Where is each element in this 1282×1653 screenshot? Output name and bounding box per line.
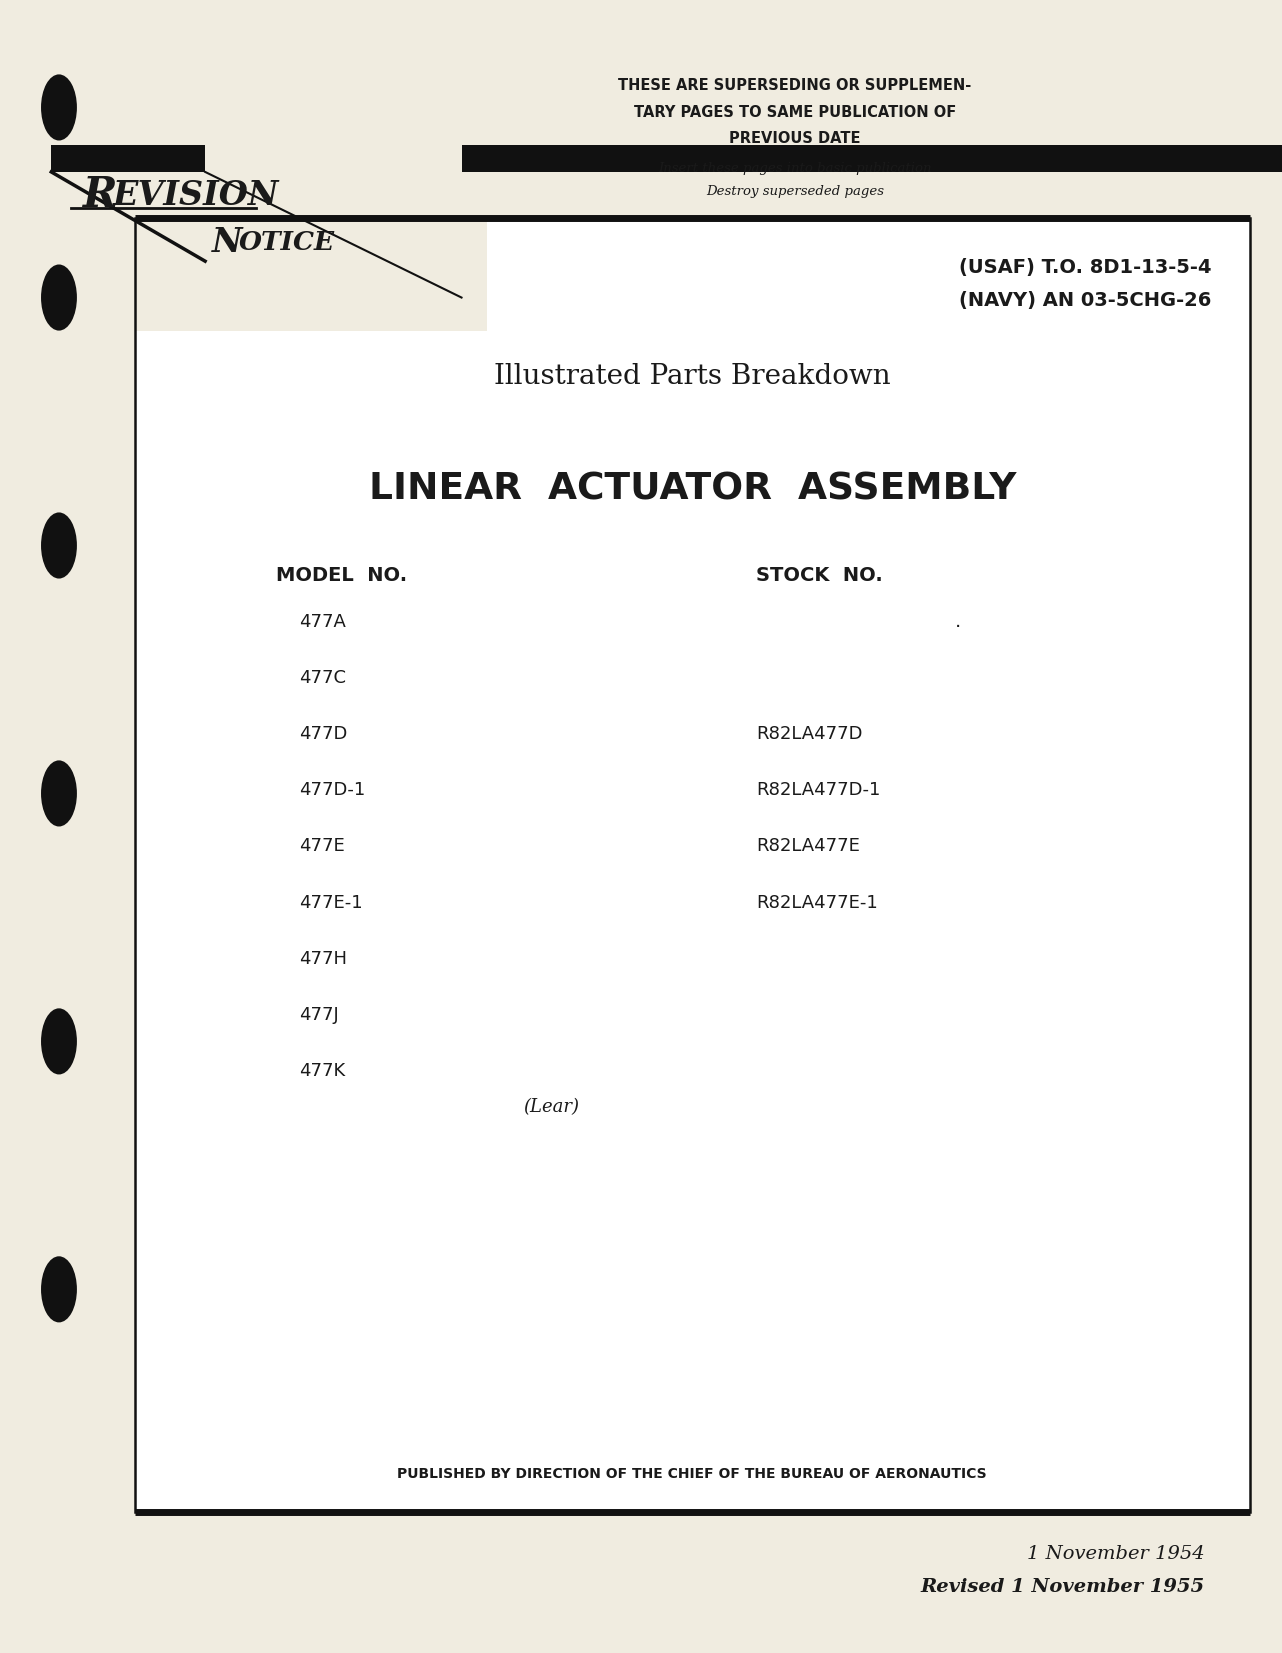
- Text: 477K: 477K: [299, 1063, 345, 1079]
- Bar: [51, 145, 205, 172]
- Text: 477E: 477E: [299, 838, 345, 855]
- Ellipse shape: [41, 1008, 77, 1074]
- Text: STOCK  NO.: STOCK NO.: [756, 565, 883, 585]
- Text: Illustrated Parts Breakdown: Illustrated Parts Breakdown: [494, 364, 891, 390]
- Text: 477A: 477A: [299, 613, 346, 630]
- Text: 477C: 477C: [299, 669, 346, 686]
- Text: R: R: [83, 174, 118, 217]
- Text: R82LA477E-1: R82LA477E-1: [756, 894, 878, 911]
- Text: LINEAR  ACTUATOR  ASSEMBLY: LINEAR ACTUATOR ASSEMBLY: [369, 471, 1015, 507]
- Ellipse shape: [41, 264, 77, 331]
- Text: (USAF) T.O. 8D1-13-5-4: (USAF) T.O. 8D1-13-5-4: [959, 258, 1211, 278]
- Text: Destroy superseded pages: Destroy superseded pages: [706, 185, 883, 198]
- Text: 477D-1: 477D-1: [299, 782, 365, 798]
- Text: THESE ARE SUPERSEDING OR SUPPLEMEN-: THESE ARE SUPERSEDING OR SUPPLEMEN-: [618, 78, 972, 94]
- Text: 477E-1: 477E-1: [299, 894, 363, 911]
- Ellipse shape: [41, 1256, 77, 1322]
- Text: R82LA477D-1: R82LA477D-1: [756, 782, 881, 798]
- Text: PREVIOUS DATE: PREVIOUS DATE: [729, 131, 860, 147]
- Text: N: N: [212, 226, 242, 260]
- Text: MODEL  NO.: MODEL NO.: [276, 565, 406, 585]
- Text: 477J: 477J: [299, 1007, 338, 1023]
- Text: (NAVY) AN 03-5CHG-26: (NAVY) AN 03-5CHG-26: [959, 291, 1211, 311]
- Text: 1 November 1954: 1 November 1954: [1027, 1546, 1205, 1562]
- Text: Insert these pages into basic publication: Insert these pages into basic publicatio…: [658, 162, 932, 175]
- Text: TARY PAGES TO SAME PUBLICATION OF: TARY PAGES TO SAME PUBLICATION OF: [633, 104, 956, 121]
- Bar: [135, 218, 1250, 1512]
- Text: R82LA477E: R82LA477E: [756, 838, 860, 855]
- Text: PUBLISHED BY DIRECTION OF THE CHIEF OF THE BUREAU OF AERONAUTICS: PUBLISHED BY DIRECTION OF THE CHIEF OF T…: [397, 1468, 987, 1481]
- Text: R82LA477D: R82LA477D: [756, 726, 863, 742]
- Text: .: .: [955, 612, 962, 631]
- Text: OTICE: OTICE: [238, 230, 335, 256]
- Bar: [462, 145, 1282, 172]
- Text: Revised 1 November 1955: Revised 1 November 1955: [920, 1579, 1205, 1595]
- Text: EVISION: EVISION: [113, 179, 279, 212]
- Ellipse shape: [41, 512, 77, 579]
- Text: (Lear): (Lear): [523, 1099, 579, 1116]
- Text: 477H: 477H: [299, 950, 346, 967]
- Bar: [51, 165, 487, 331]
- Ellipse shape: [41, 74, 77, 141]
- Ellipse shape: [41, 760, 77, 826]
- Text: 477D: 477D: [299, 726, 347, 742]
